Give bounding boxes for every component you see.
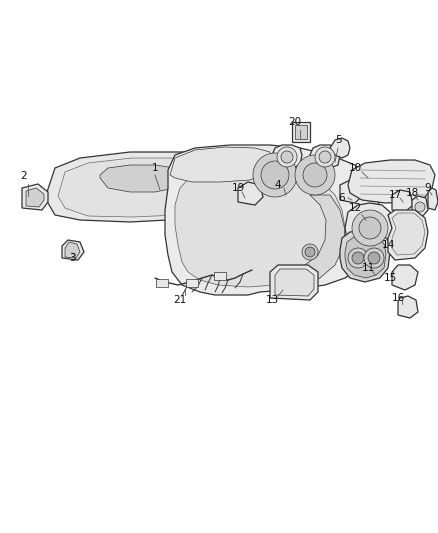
Text: 10: 10 bbox=[349, 163, 361, 173]
Polygon shape bbox=[295, 195, 345, 288]
Polygon shape bbox=[330, 138, 350, 158]
Polygon shape bbox=[392, 190, 413, 212]
Circle shape bbox=[348, 248, 368, 268]
Polygon shape bbox=[388, 210, 428, 260]
Text: 6: 6 bbox=[339, 193, 345, 203]
Polygon shape bbox=[412, 196, 428, 217]
Polygon shape bbox=[65, 242, 80, 258]
Polygon shape bbox=[308, 162, 330, 182]
Polygon shape bbox=[392, 213, 425, 255]
Circle shape bbox=[303, 163, 327, 187]
Text: 12: 12 bbox=[348, 203, 362, 213]
Text: 5: 5 bbox=[335, 135, 341, 145]
Bar bbox=[214, 272, 226, 280]
Text: 13: 13 bbox=[265, 295, 279, 305]
Circle shape bbox=[305, 247, 315, 257]
Polygon shape bbox=[398, 296, 418, 318]
Text: 17: 17 bbox=[389, 190, 402, 200]
Polygon shape bbox=[348, 160, 435, 203]
Polygon shape bbox=[175, 162, 345, 287]
Polygon shape bbox=[165, 145, 380, 295]
Polygon shape bbox=[238, 182, 263, 205]
Circle shape bbox=[315, 147, 335, 167]
Circle shape bbox=[253, 153, 297, 197]
Polygon shape bbox=[45, 152, 248, 222]
Text: 19: 19 bbox=[231, 183, 245, 193]
Polygon shape bbox=[100, 165, 180, 192]
Text: 3: 3 bbox=[69, 253, 75, 263]
Polygon shape bbox=[185, 165, 225, 192]
Polygon shape bbox=[428, 188, 438, 210]
Polygon shape bbox=[58, 158, 238, 217]
Polygon shape bbox=[345, 235, 386, 278]
Circle shape bbox=[277, 147, 297, 167]
Circle shape bbox=[352, 252, 364, 264]
Bar bbox=[292, 122, 310, 142]
Polygon shape bbox=[26, 188, 44, 207]
Circle shape bbox=[319, 151, 331, 163]
Polygon shape bbox=[392, 265, 418, 290]
Circle shape bbox=[368, 252, 380, 264]
Text: 21: 21 bbox=[173, 295, 187, 305]
Polygon shape bbox=[345, 203, 392, 255]
Polygon shape bbox=[270, 265, 318, 300]
Circle shape bbox=[302, 244, 318, 260]
Bar bbox=[295, 125, 307, 139]
Text: 18: 18 bbox=[406, 188, 419, 198]
Polygon shape bbox=[275, 269, 314, 296]
Polygon shape bbox=[310, 145, 340, 168]
Bar bbox=[186, 279, 198, 287]
Circle shape bbox=[359, 217, 381, 239]
Text: 15: 15 bbox=[383, 273, 397, 283]
Polygon shape bbox=[272, 145, 302, 168]
Circle shape bbox=[352, 210, 388, 246]
Circle shape bbox=[415, 202, 425, 212]
Text: 14: 14 bbox=[381, 240, 395, 250]
Circle shape bbox=[261, 161, 289, 189]
Polygon shape bbox=[62, 240, 84, 260]
Bar bbox=[156, 279, 168, 287]
Polygon shape bbox=[340, 230, 390, 282]
Text: 11: 11 bbox=[361, 263, 374, 273]
Polygon shape bbox=[22, 184, 48, 210]
Text: 20: 20 bbox=[289, 117, 301, 127]
Circle shape bbox=[295, 155, 335, 195]
Circle shape bbox=[364, 248, 384, 268]
Text: 4: 4 bbox=[275, 180, 281, 190]
Text: 9: 9 bbox=[425, 183, 431, 193]
Polygon shape bbox=[170, 147, 270, 182]
Text: 1: 1 bbox=[152, 163, 158, 173]
Text: 16: 16 bbox=[392, 293, 405, 303]
Text: 2: 2 bbox=[21, 171, 27, 181]
Circle shape bbox=[281, 151, 293, 163]
Polygon shape bbox=[340, 180, 363, 203]
